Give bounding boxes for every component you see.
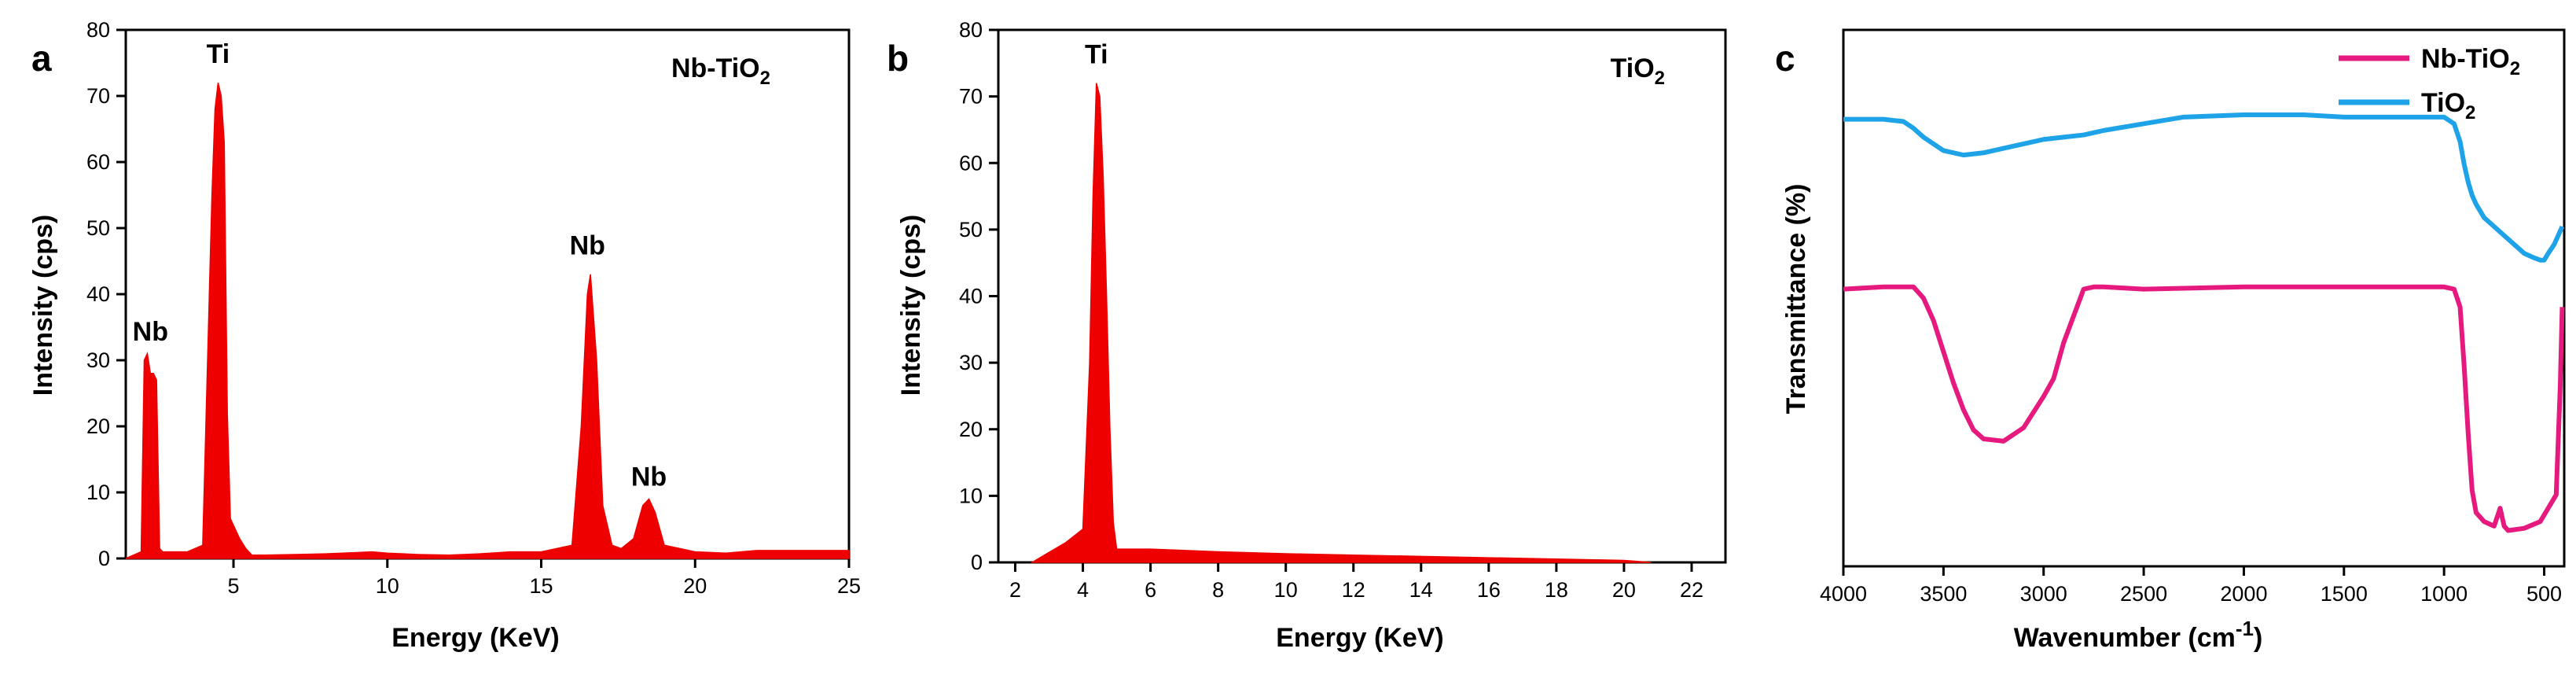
- panel-c-ftir-spectrum: c 4000 3500 3000 2500 2000 1500 1000 500 Wavenu…: [1775, 28, 2566, 653]
- panel-b-x-tick-label: 20: [1612, 578, 1636, 602]
- panel-b-x-tick-label: 10: [1274, 578, 1298, 602]
- panel-a-peak-label: Nb: [570, 231, 605, 261]
- panel-b-y-tick-label: 60: [959, 151, 983, 175]
- panel-c-x-tick-label: 3000: [2020, 582, 2067, 606]
- panel-b-spectrum-area: [1030, 83, 1652, 563]
- panel-c-plot-area: 4000 3500 3000 2500 2000 1500 1000 500: [1820, 28, 2566, 606]
- panel-b-x-tick-label: 18: [1545, 578, 1568, 602]
- panel-a-y-tick-label: 70: [86, 84, 110, 108]
- panel-a-y-tick-label: 20: [86, 415, 110, 438]
- panel-a-peak-label: Ti: [207, 39, 230, 69]
- panel-b-y-tick-label: 20: [959, 418, 983, 441]
- panel-a-peak-label: Nb: [631, 462, 667, 492]
- panel-c-x-axis-title: Wavenumber (cm-1): [2014, 617, 2263, 653]
- panel-b-y-axis-title: Intensity (cps): [896, 215, 926, 396]
- panel-c-x-tick-label: 2000: [2220, 582, 2267, 606]
- panel-a-x-tick-label: 15: [529, 574, 553, 598]
- panel-c-series-line-0: [1843, 284, 2565, 533]
- panel-b-letter: b: [887, 38, 909, 79]
- panel-b-x-tick-label: 14: [1409, 578, 1433, 602]
- panel-a-title: Nb-TiO2: [671, 53, 770, 89]
- panel-a-x-tick-label: 5: [228, 574, 240, 598]
- legend-label-1: TiO2: [2421, 88, 2475, 123]
- panel-b-x-tick-label: 22: [1680, 578, 1703, 602]
- panel-c-x-tick-label: 4000: [1820, 582, 1867, 606]
- panel-a-plot-frame: [124, 28, 851, 560]
- panel-b-y-tick-label: 70: [959, 85, 983, 109]
- panel-c-legend: Nb-TiO2 TiO2: [2339, 44, 2520, 123]
- panel-a-y-axis-title: Intensity (cps): [28, 215, 58, 396]
- panel-a-y-tick-label: 0: [98, 547, 110, 570]
- panel-b-x-tick-label: 12: [1342, 578, 1365, 602]
- panel-c-plot-frame: [1842, 28, 2566, 568]
- panel-a-peak-label: Nb: [133, 317, 168, 347]
- panel-b-energy-spectrum: b 2 4 6 8 10 12 14 16 18 20 2201020304050607080Ti …: [887, 18, 1727, 653]
- panel-a-x-tick-label: 20: [683, 574, 707, 598]
- panel-c-x-tick-label: 1500: [2321, 582, 2368, 606]
- panel-a-spectrum-area: [125, 83, 850, 559]
- panel-b-y-tick-label: 10: [959, 484, 983, 507]
- panel-a-plot-area: 5 10 15 20 25 0 10 20 30 40 50 60 70 80 Nb Ti Nb Nb: [86, 18, 861, 598]
- panel-b-x-tick-label: 16: [1477, 578, 1501, 602]
- panel-a-y-tick-label: 30: [86, 348, 110, 372]
- panel-c-x-tick-label: 1000: [2420, 582, 2468, 606]
- panel-b-y-tick-label: 40: [959, 285, 983, 308]
- panel-b-x-tick-label: 2: [1009, 578, 1021, 602]
- panel-a-letter: a: [31, 38, 52, 79]
- panel-a-x-tick-label: 10: [376, 574, 399, 598]
- panel-c-x-tick-label: 500: [2526, 582, 2562, 606]
- panel-a-x-tick-label: 25: [837, 574, 861, 598]
- panel-b-x-tick-label: 6: [1145, 578, 1156, 602]
- panel-b-y-tick-label: 30: [959, 351, 983, 374]
- panel-b-y-tick-label: 0: [971, 551, 983, 574]
- panel-c-x-tick-label: 3500: [1920, 582, 1967, 606]
- legend-label-0: Nb-TiO2: [2421, 44, 2520, 79]
- panel-a-y-tick-label: 50: [86, 216, 110, 240]
- panel-c-x-tick-label: 2500: [2120, 582, 2167, 606]
- panel-a-x-axis-title: Energy (KeV): [391, 623, 560, 653]
- panel-b-peak-label: Ti: [1085, 39, 1108, 69]
- panel-c-series-line-1: [1843, 112, 2565, 263]
- panel-a-y-tick-label: 40: [86, 282, 110, 306]
- panel-a-y-tick-label: 80: [86, 18, 110, 42]
- panel-b-y-tick-label: 50: [959, 218, 983, 241]
- panel-b-x-axis-title: Energy (KeV): [1276, 623, 1444, 653]
- panel-b-title: TiO2: [1611, 53, 1665, 89]
- panel-c-y-axis-title: Transmittance (%): [1781, 184, 1811, 415]
- panel-b-x-tick-label: 4: [1077, 578, 1089, 602]
- panel-b-x-tick-label: 8: [1212, 578, 1224, 602]
- panel-a-y-tick-label: 10: [86, 481, 110, 504]
- panel-b-y-tick-label: 80: [959, 18, 983, 42]
- panel-b-plot-area: 2 4 6 8 10 12 14 16 18 20 22 0 10 20 30 40 50 60 70 80 Ti: [959, 18, 1727, 602]
- panel-a-y-tick-label: 60: [86, 150, 110, 174]
- panel-c-letter: c: [1775, 38, 1795, 79]
- panel-a-energy-spectrum: a 5 10 15 20 25 0 10 20 30 40 50 60 70 80 Nb Ti Nb Nb Nb-…: [28, 18, 861, 653]
